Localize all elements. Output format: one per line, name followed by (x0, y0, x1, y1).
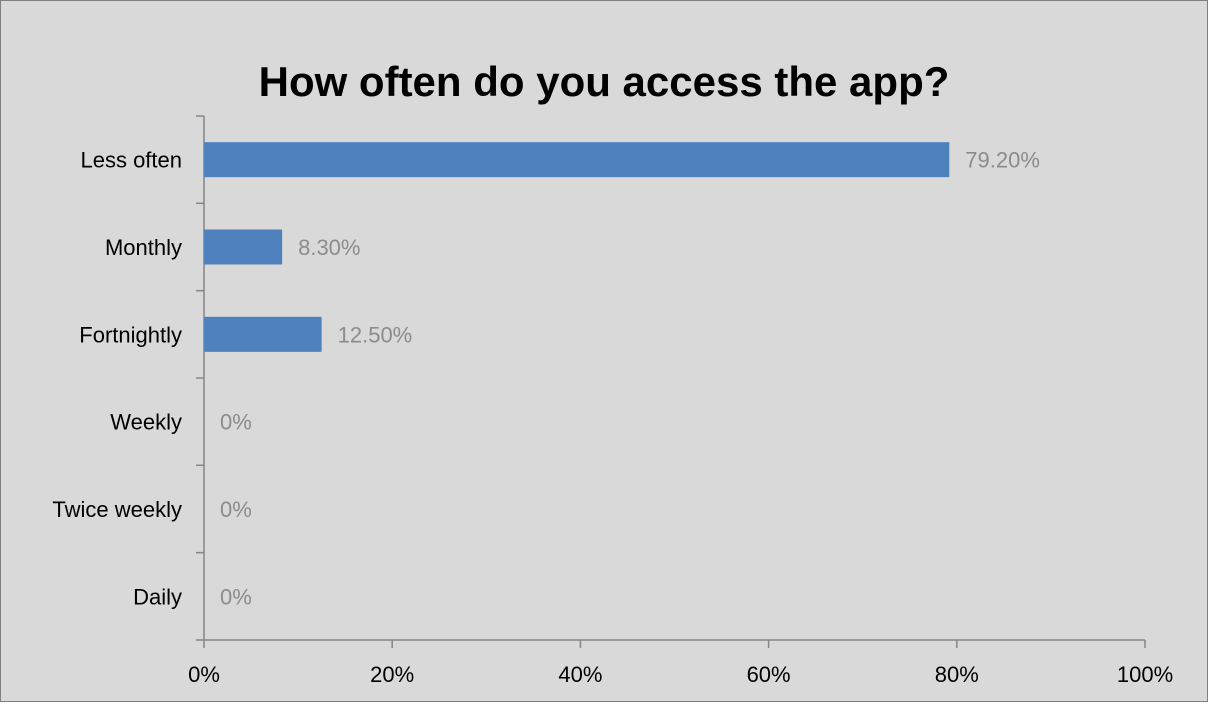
data-label: 0% (220, 584, 252, 609)
data-label: 79.20% (965, 148, 1040, 173)
chart-title: How often do you access the app? (259, 58, 950, 105)
bar-monthly (204, 229, 283, 265)
category-label: Monthly (105, 235, 182, 260)
x-tick-label: 0% (188, 662, 220, 687)
axes (196, 115, 1146, 648)
data-label: 0% (220, 497, 252, 522)
category-label: Fortnightly (79, 322, 182, 347)
category-label: Daily (133, 584, 182, 609)
category-labels: Less often Monthly Fortnightly Weekly Twice … (52, 148, 182, 610)
data-label: 0% (220, 410, 252, 435)
category-label: Twice weekly (52, 497, 182, 522)
category-label: Weekly (110, 410, 182, 435)
x-tick-labels: 0% 20% 40% 60% 80% 100% (188, 662, 1173, 687)
category-label: Less often (80, 148, 182, 173)
x-tick-label: 40% (558, 662, 602, 687)
x-tick-label: 80% (935, 662, 979, 687)
data-label: 12.50% (338, 322, 413, 347)
bars (204, 142, 950, 352)
data-label: 8.30% (298, 235, 360, 260)
x-tick-label: 100% (1117, 662, 1173, 687)
bar-less-often (204, 142, 950, 178)
x-tick-label: 20% (370, 662, 414, 687)
bar-fortnightly (204, 316, 322, 352)
x-tick-label: 60% (747, 662, 791, 687)
data-labels: 79.20% 8.30% 12.50% 0% 0% 0% (220, 148, 1040, 610)
